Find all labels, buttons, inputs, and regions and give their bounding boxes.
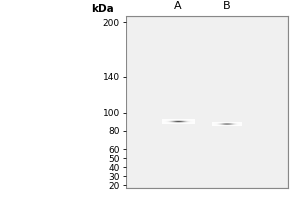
Text: A: A xyxy=(174,1,182,11)
FancyBboxPatch shape xyxy=(126,16,288,188)
Text: kDa: kDa xyxy=(91,4,114,14)
Text: B: B xyxy=(223,1,230,11)
